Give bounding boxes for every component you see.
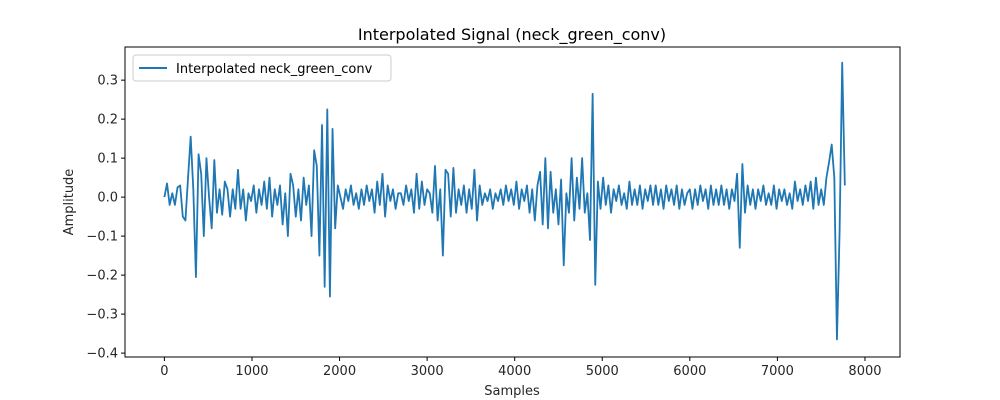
y-tick-label: −0.3 [86,308,118,323]
x-tick-label: 7000 [761,364,794,379]
x-tick-label: 0 [160,364,168,379]
legend-label: Interpolated neck_green_conv [176,62,373,77]
y-tick-label: −0.2 [86,269,118,284]
plot-area [163,61,846,341]
x-axis-label: Samples [484,384,540,399]
y-tick-label: 0.3 [97,74,118,89]
y-tick-label: 0.1 [97,152,118,167]
y-tick-label: 0.2 [97,113,118,128]
y-tick-label: −0.1 [86,230,118,245]
legend: Interpolated neck_green_conv [132,54,392,82]
x-axis: 0 1000 2000 3000 4000 5000 6000 7000 8000 [160,357,882,379]
y-tick-label: −0.4 [86,347,118,362]
legend-box [132,54,392,82]
x-tick-label: 8000 [848,364,881,379]
x-tick-label: 1000 [235,364,268,379]
chart-title: Interpolated Signal (neck_green_conv) [358,25,666,45]
y-axis: −0.4 −0.3 −0.2 −0.1 0.0 0.1 0.2 0.3 [86,74,125,362]
series-line-0 [163,61,846,341]
x-tick-label: 2000 [323,364,356,379]
x-tick-label: 6000 [673,364,706,379]
y-axis-label: Amplitude [62,169,77,236]
y-tick-label: 0.0 [97,191,118,206]
x-tick-label: 5000 [586,364,619,379]
x-tick-label: 4000 [498,364,531,379]
x-tick-label: 3000 [411,364,444,379]
axes-frame [124,46,901,358]
